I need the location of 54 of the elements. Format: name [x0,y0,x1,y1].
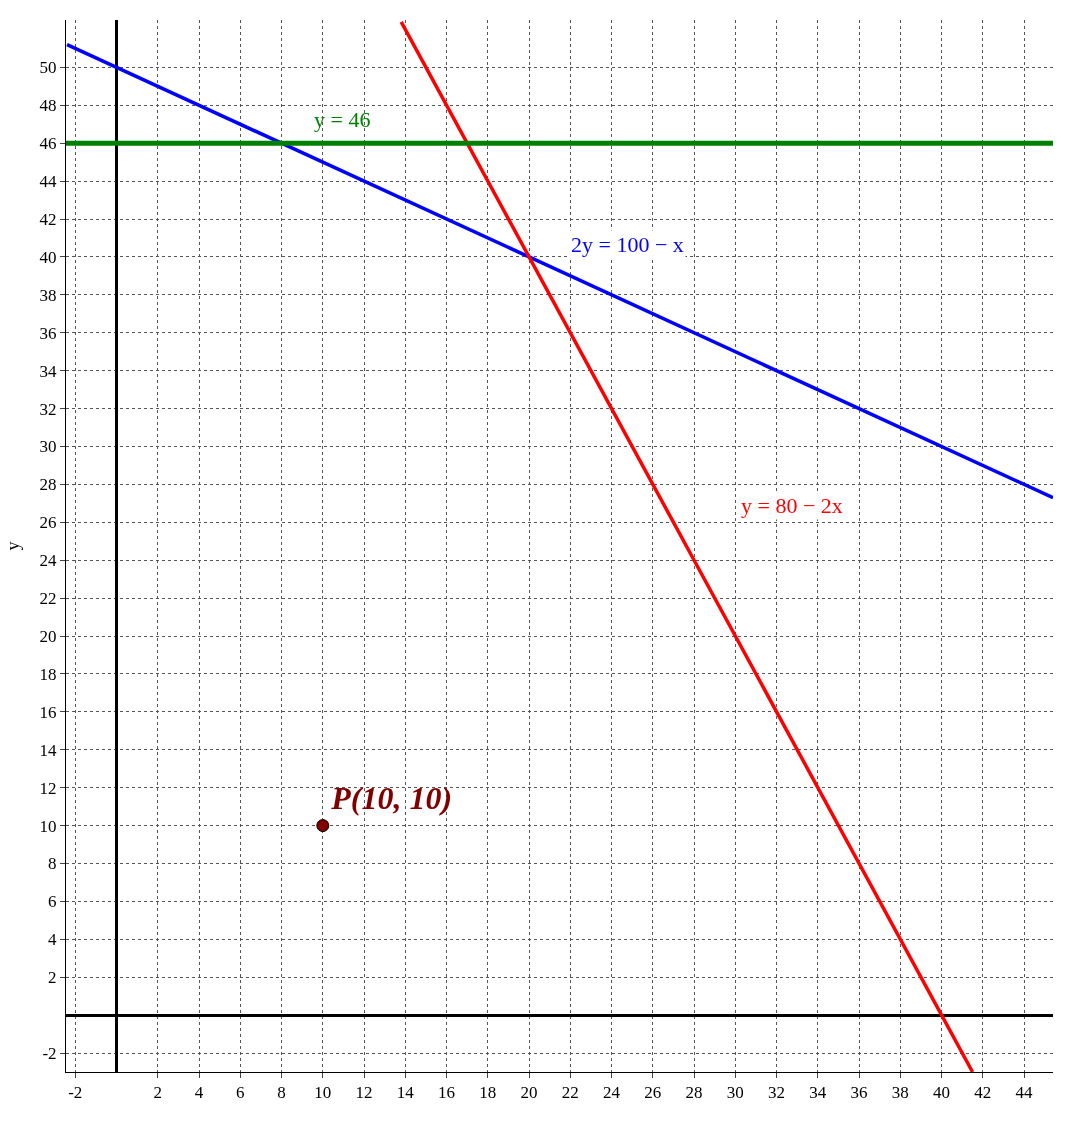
x-tick-label: 28 [685,1083,703,1103]
x-tick-label: -2 [68,1083,83,1103]
y-tick-label: 6 [48,892,57,912]
y-tick-label: 44 [39,172,58,192]
y-tick-label: 28 [39,475,57,495]
y-tick-label: 42 [39,209,57,229]
y-tick-label: -2 [42,1044,57,1063]
x-tick-label: 26 [644,1083,662,1103]
x-tick-label: 12 [355,1083,373,1103]
y-tick-label: 16 [39,702,57,722]
x-tick-label: 22 [561,1083,579,1103]
y-tick-label: 4 [48,930,58,950]
x-tick-label: 6 [236,1083,245,1103]
x-tick-label: 42 [974,1083,992,1103]
y-tick-label: 34 [39,361,58,381]
y-tick-label: 40 [39,247,57,267]
series-label: 2y = 100 − x [571,232,684,257]
y-tick-label: 2 [48,968,57,988]
x-tick-label: 34 [809,1083,827,1103]
x-tick-label: 8 [277,1083,286,1103]
y-tick-label: 50 [39,58,57,78]
y-tick-label: 26 [39,513,57,533]
y-tick-label: 8 [48,854,57,874]
x-tick-label: 2 [153,1083,163,1103]
x-tick-label: 40 [933,1083,951,1103]
y-tick-label: 18 [39,664,57,684]
x-tick-label: 44 [1015,1083,1034,1103]
y-tick-label: 36 [39,323,57,343]
x-tick-label: 14 [396,1083,415,1103]
series-label: P(10, 10) [330,780,453,817]
y-tick-label: 48 [39,96,57,116]
x-tick-label: 4 [194,1083,204,1103]
y-tick-label: 38 [39,285,57,305]
x-tick-label: 32 [768,1083,786,1103]
x-tick-label: 24 [603,1083,621,1103]
y-tick-label: 30 [39,437,57,457]
y-axis-title: y [2,541,23,551]
y-tick-label: 22 [39,589,57,609]
y-tick-label: 46 [39,134,57,154]
x-tick-label: 20 [520,1083,538,1103]
y-tick-label: 12 [39,778,57,798]
y-tick-label: 24 [39,551,58,571]
text: y = 80 − 2x [741,493,843,518]
x-tick-label: 16 [438,1083,456,1103]
ref-line-label: y = 46 [314,107,371,132]
y-tick-label: 10 [39,816,57,836]
x-tick-label: 30 [726,1083,744,1103]
x-tick-label: 36 [850,1083,868,1103]
y-tick-label: 20 [39,626,57,646]
y-tick-label: 32 [39,399,57,419]
x-tick-label: 18 [479,1083,497,1103]
x-tick-label: 10 [314,1083,332,1103]
y-tick-label: 14 [39,740,58,760]
x-tick-label: 38 [891,1083,909,1103]
